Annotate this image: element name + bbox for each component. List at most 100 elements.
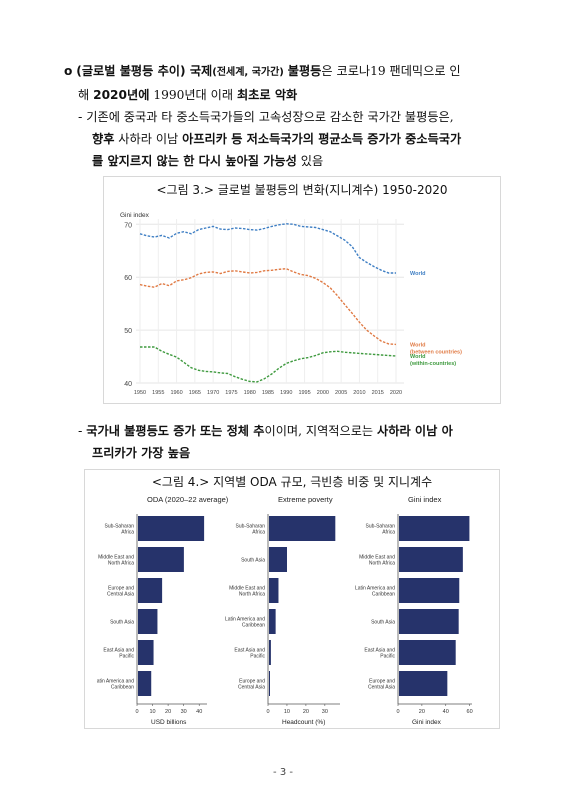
bar bbox=[269, 671, 270, 696]
x-tick-label: 1950 bbox=[134, 390, 146, 396]
x-tick-label: 30 bbox=[181, 709, 187, 715]
category-label: Sub-Saharan bbox=[236, 524, 266, 530]
x-tick-label: 2020 bbox=[390, 390, 402, 396]
sub-bullet-dash-2: - bbox=[78, 424, 83, 438]
category-label: Middle East and bbox=[229, 586, 265, 592]
panel-title-1: ODA (2020–22 average) bbox=[147, 495, 229, 504]
bar bbox=[399, 578, 460, 603]
bar bbox=[269, 516, 336, 541]
series-sublabel-3: (within-countries) bbox=[410, 361, 456, 367]
category-label: atin America and bbox=[97, 679, 134, 685]
x-tick-label: 2010 bbox=[353, 390, 365, 396]
x-tick-label: 0 bbox=[266, 709, 269, 715]
category-label: Pacific bbox=[250, 654, 265, 660]
y-tick-label: 50 bbox=[124, 328, 132, 335]
y-tick-label: 70 bbox=[124, 222, 132, 229]
bar bbox=[138, 547, 184, 572]
sub2-bold3: 프리카가 가장 높음 bbox=[92, 446, 191, 460]
x-tick-label: 0 bbox=[396, 709, 399, 715]
bar bbox=[399, 671, 448, 696]
category-label: South Asia bbox=[110, 620, 134, 626]
x-tick-label: 1975 bbox=[225, 390, 237, 396]
x-tick-label: 20 bbox=[419, 709, 425, 715]
category-label: North Africa bbox=[369, 561, 395, 567]
bullet-line2-mid: 1990년대 이래 bbox=[149, 88, 237, 102]
figure3-title: <그림 3.> 글로벌 불평등의 변화(지니계수) 1950-2020 bbox=[156, 183, 448, 197]
category-label: Middle East and bbox=[359, 555, 395, 561]
y-axis-label: Gini index bbox=[120, 212, 150, 219]
sub1-bold2: 아프리카 등 저소득국가의 평균소득 증가가 중소득국가 bbox=[182, 132, 462, 146]
figure4-title: <그림 4.> 지역별 ODA 규모, 극빈층 비중 및 지니계수 bbox=[151, 475, 433, 489]
category-label: Europe and bbox=[369, 679, 395, 685]
bullet-marker: o bbox=[64, 64, 73, 78]
sub1-text: 사하라 이남 bbox=[114, 132, 183, 146]
panel-title-2: Extreme poverty bbox=[278, 495, 333, 504]
category-label: Caribbean bbox=[242, 623, 265, 629]
sub-bullet-2: - 국가내 불평등도 증가 또는 정체 추이이며, 지역적으로는 사하라 이남 … bbox=[78, 420, 518, 464]
y-tick-label: 60 bbox=[124, 275, 132, 282]
x-tick-label: 1965 bbox=[189, 390, 201, 396]
bar bbox=[138, 609, 158, 634]
bar bbox=[399, 516, 470, 541]
category-label: Pacific bbox=[119, 654, 134, 660]
category-label: East Asia and bbox=[364, 648, 395, 654]
category-label: Sub-Saharan bbox=[105, 524, 135, 530]
x-tick-label: 30 bbox=[322, 709, 328, 715]
x-tick-label: 2000 bbox=[317, 390, 329, 396]
panel-xlabel-1: USD billions bbox=[151, 719, 187, 726]
series-line-1 bbox=[139, 223, 396, 274]
category-label: Middle East and bbox=[98, 555, 134, 561]
bar bbox=[399, 640, 456, 665]
series-label-3: World bbox=[410, 354, 425, 360]
figure3-chart: 40 50 60 70 1950 1955 1960 1965 1970 1975 1980 1985… bbox=[120, 212, 462, 396]
bar bbox=[138, 640, 154, 665]
sub2-bold1: 국가내 불평등도 증가 또는 정체 추 bbox=[86, 424, 265, 438]
sub-bullet-1: - 기존에 중국과 타 중소득국가들의 고속성장으로 감소한 국가간 불평등은,… bbox=[78, 106, 518, 172]
bar bbox=[269, 609, 276, 634]
bar bbox=[138, 578, 163, 603]
bullet-line2-pre: 해 bbox=[78, 88, 94, 102]
sub2-bold2: 사하라 이남 아 bbox=[377, 424, 453, 438]
category-label: Africa bbox=[121, 530, 134, 536]
category-label: Europe and bbox=[108, 586, 134, 592]
x-tick-label: 2005 bbox=[335, 390, 347, 396]
page-number: - 3 - bbox=[273, 767, 293, 778]
figure4-chart: ODA (2020–22 average)Sub-SaharanAfricaMi… bbox=[97, 495, 473, 726]
bar bbox=[399, 609, 459, 634]
x-tick-label: 1970 bbox=[207, 390, 219, 396]
category-label: East Asia and bbox=[103, 648, 134, 654]
category-label: Central Asia bbox=[107, 592, 134, 598]
panel-xlabel-2: Headcount (%) bbox=[282, 719, 325, 726]
category-label: South Asia bbox=[241, 558, 265, 564]
category-label: Latin America and bbox=[355, 586, 395, 592]
sub2-text: 이이며, 지역적으로는 bbox=[264, 424, 378, 438]
category-label: Caribbean bbox=[372, 592, 395, 598]
x-tick-label: 40 bbox=[196, 709, 202, 715]
category-label: Pacific bbox=[380, 654, 395, 660]
bar bbox=[138, 671, 152, 696]
sub1-line1: 기존에 중국과 타 중소득국가들의 고속성장으로 감소한 국가간 불평등은, bbox=[86, 110, 454, 124]
bar bbox=[269, 547, 287, 572]
category-label: East Asia and bbox=[234, 648, 265, 654]
bar bbox=[269, 640, 271, 665]
x-tick-label: 1960 bbox=[170, 390, 182, 396]
series-sublabel-2: (between countries) bbox=[410, 349, 462, 355]
x-tick-label: 20 bbox=[165, 709, 171, 715]
x-tick-label: 1955 bbox=[152, 390, 164, 396]
sub1-text2: 있음 bbox=[296, 154, 324, 168]
bullet-heading-small: (전세계, 국가간) bbox=[212, 67, 284, 78]
series-label-2: World bbox=[410, 342, 425, 348]
category-label: North Africa bbox=[239, 592, 265, 598]
category-label: North Africa bbox=[108, 561, 134, 567]
bar bbox=[399, 547, 463, 572]
x-tick-label: 2015 bbox=[372, 390, 384, 396]
bar bbox=[269, 578, 279, 603]
x-tick-label: 1990 bbox=[280, 390, 292, 396]
y-tick-label: 40 bbox=[124, 381, 132, 388]
category-label: Sub-Saharan bbox=[366, 524, 396, 530]
panel-xlabel-3: Gini index bbox=[412, 719, 442, 726]
category-label: Central Asia bbox=[368, 685, 395, 691]
series-label-1: World bbox=[410, 271, 425, 277]
x-tick-label: 0 bbox=[135, 709, 138, 715]
sub-bullet-dash: - bbox=[78, 110, 83, 124]
